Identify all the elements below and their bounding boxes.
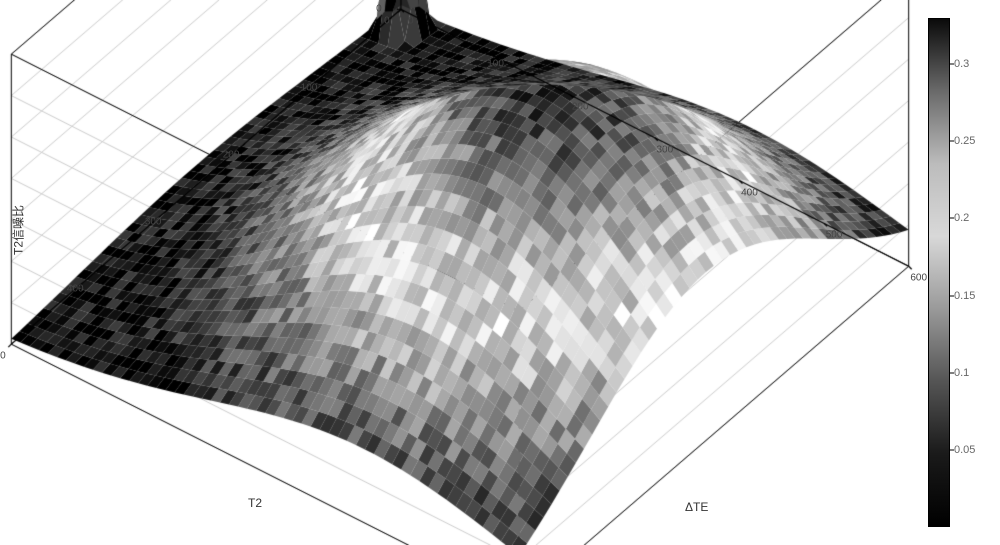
y-axis-label: T2 [248, 496, 262, 510]
colorbar-tick-label: 0.3 [954, 58, 969, 70]
y-axis-tick: 0 [384, 16, 390, 27]
y-axis-tick: 100 [301, 83, 318, 94]
x-axis-label: ΔTE [685, 500, 708, 514]
colorbar-tick-label: 0.25 [954, 135, 975, 147]
z-axis-tick: 0 [376, 4, 382, 15]
colorbar-gradient [928, 18, 950, 527]
x-axis-tick: 600 [910, 273, 927, 284]
x-axis-tick: 100 [487, 59, 504, 70]
x-axis-tick: 500 [826, 230, 843, 241]
y-axis-tick: 400 [67, 284, 84, 295]
colorbar-tick-label: 0.1 [954, 367, 969, 379]
y-axis-tick: 300 [145, 217, 162, 228]
surface-plot-3d [0, 0, 920, 545]
colorbar-tick-label: 0.05 [954, 444, 975, 456]
colorbar-tick-label: 0.15 [954, 290, 975, 302]
x-axis-tick: 200 [572, 101, 589, 112]
x-axis-tick: 300 [656, 144, 673, 155]
colorbar-tick-label: 0.2 [954, 212, 969, 224]
colorbar: 0.3 0.25 0.2 0.15 0.1 0.05 [928, 18, 988, 527]
x-axis-tick: 400 [741, 187, 758, 198]
y-axis-tick: 500 [0, 351, 6, 362]
x-axis-tick: 0 [408, 16, 414, 27]
y-axis-tick: 200 [223, 150, 240, 161]
z-axis-label: T2信噪比 [10, 205, 27, 255]
